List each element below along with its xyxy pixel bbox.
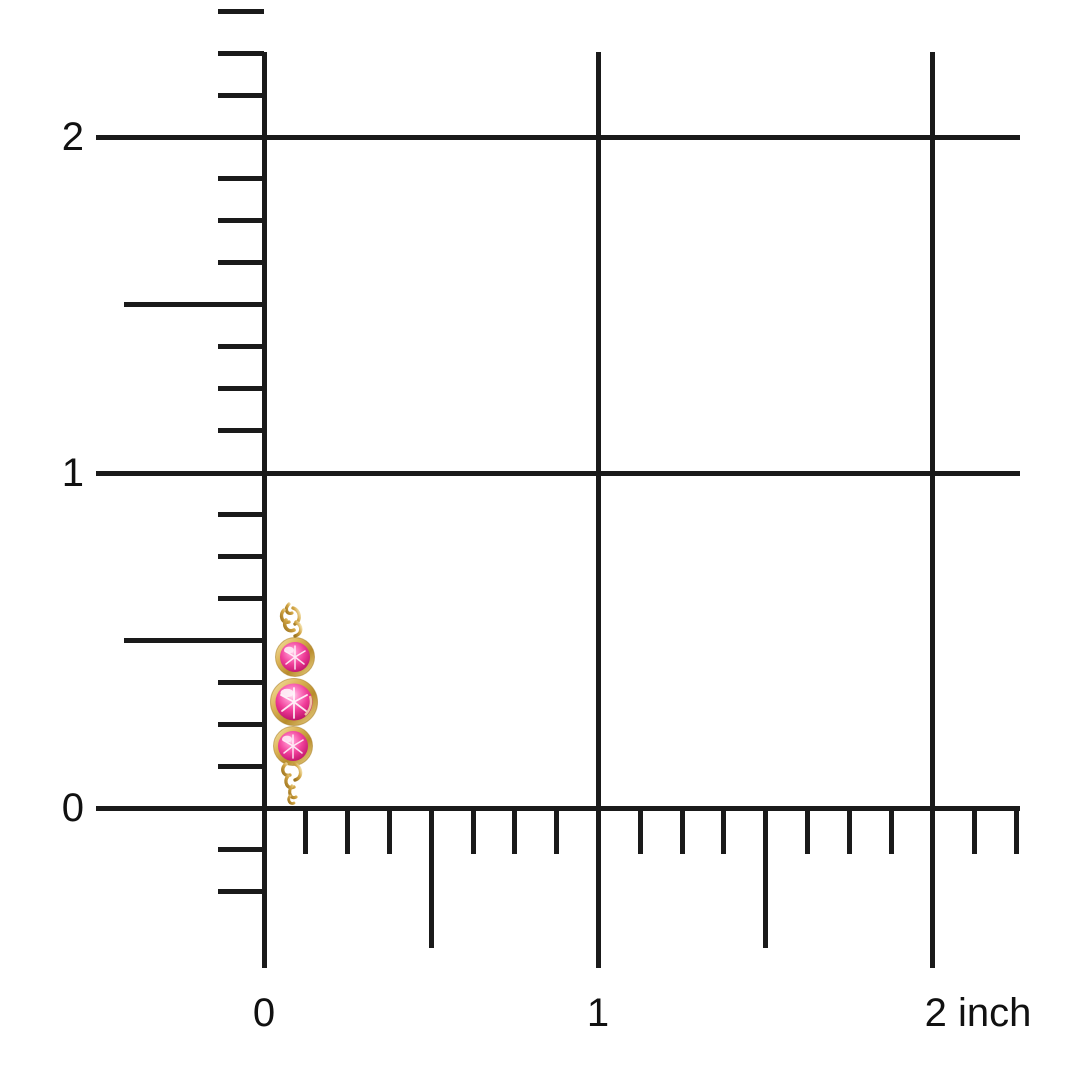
x-axis-minor-tick [637,808,643,854]
y-axis-minor-tick [218,763,264,769]
gridline-y-2 [96,135,1020,140]
x-axis-half-inch-tick [428,808,434,948]
x-axis-minor-tick [554,808,560,854]
gridline-x-1 [596,52,601,968]
chain-link-bottom [281,762,303,805]
gridline-x-2 [930,52,935,968]
y-axis-minor-tick [218,847,264,853]
x-axis-label-2-inch: 2 inch [924,991,1032,1035]
gem-bezel-top [275,637,315,677]
x-axis-label-0: 0 [252,991,276,1035]
y-axis-label-1: 1 [61,451,84,495]
chain-link-top [279,602,303,638]
gridline-y-1 [96,471,1020,476]
y-axis-minor-tick [218,595,264,601]
gem-bezel-middle [269,677,319,727]
y-axis-minor-tick [218,176,264,182]
y-axis-minor-tick [218,386,264,392]
gem-facets-top [284,645,306,670]
y-axis-minor-tick [218,260,264,266]
y-axis-minor-tick [218,92,264,98]
y-axis-label-0: 0 [61,786,84,830]
x-axis-label-1: 1 [586,991,610,1035]
x-axis-minor-tick [972,808,978,854]
x-axis-minor-tick [345,808,351,854]
y-axis-label-2: 2 [61,115,84,159]
x-axis-minor-tick [846,808,852,854]
gridline-x-0 [262,52,267,968]
y-axis-minor-tick [218,679,264,685]
x-axis-minor-tick [386,808,392,854]
y-axis-minor-tick [218,889,264,895]
x-axis-minor-tick [512,808,518,854]
x-axis-minor-tick [1014,808,1020,854]
y-axis-minor-tick [218,428,264,434]
x-axis-minor-tick [679,808,685,854]
y-axis-minor-tick [218,50,264,56]
pink-gemstone-pendant [262,600,320,808]
x-axis-minor-tick [303,808,309,854]
x-axis-minor-tick [888,808,894,854]
x-axis-half-inch-tick [763,808,769,948]
y-axis-minor-tick [218,553,264,559]
gem-bezel-bottom [273,726,313,766]
y-axis-minor-tick [218,721,264,727]
y-axis-minor-tick [218,218,264,224]
y-axis-minor-tick [218,344,264,350]
x-axis-minor-tick [470,808,476,854]
y-axis-half-inch-tick [124,302,264,308]
x-axis-minor-tick [805,808,811,854]
y-axis-half-inch-tick [124,637,264,643]
x-axis-minor-tick [721,808,727,854]
y-axis-minor-tick [218,8,264,14]
y-axis-minor-tick [218,511,264,517]
